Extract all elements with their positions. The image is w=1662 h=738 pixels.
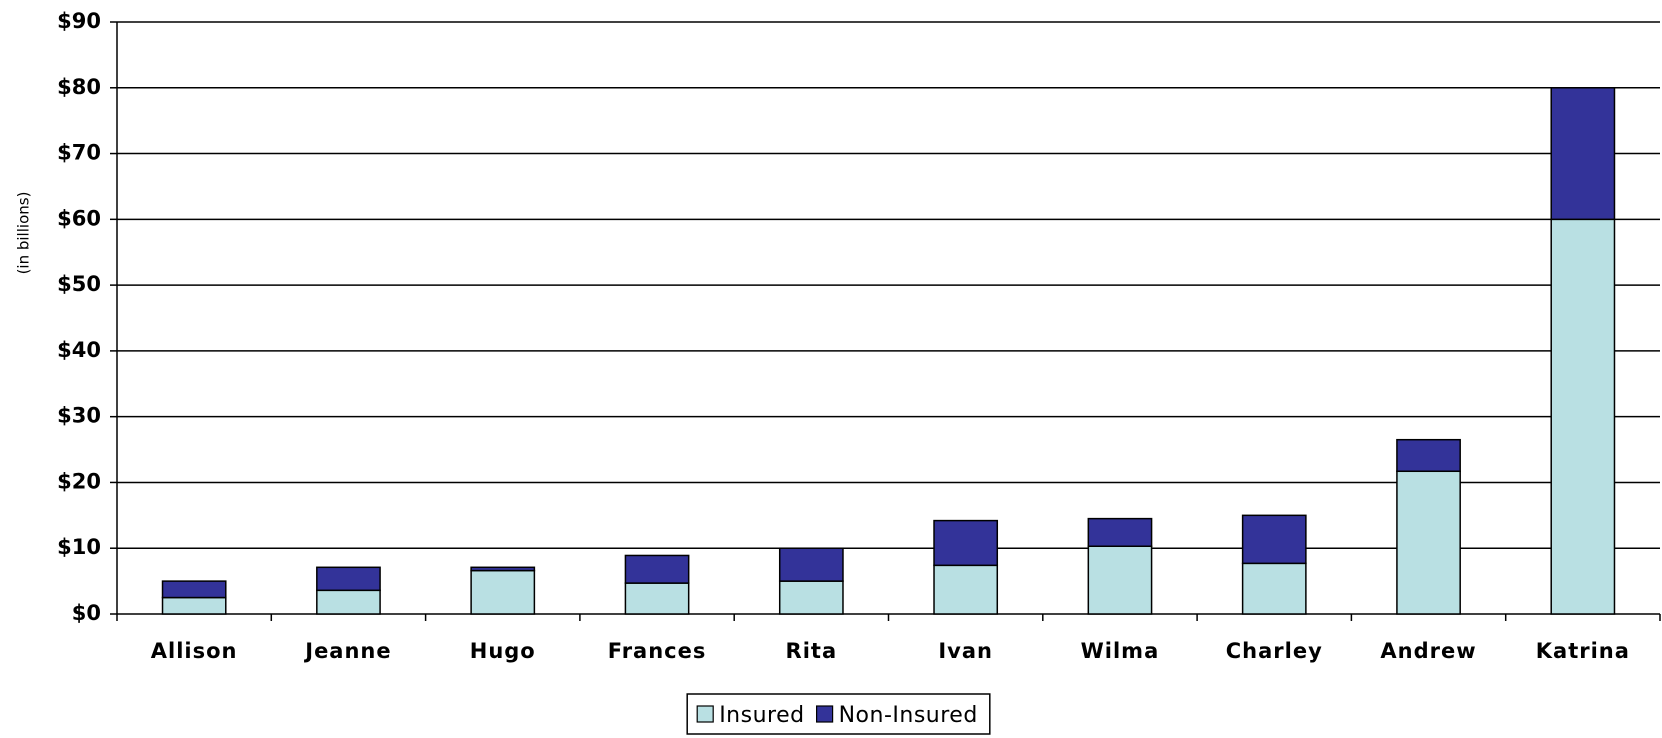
x-tick-label: Rita (786, 639, 838, 663)
bar-segment (161, 596, 227, 615)
x-tick-label: Andrew (1380, 639, 1476, 663)
bar-segment (624, 554, 690, 584)
y-tick-label: $0 (72, 601, 101, 625)
bar-segment (1396, 438, 1461, 473)
bar-segment (624, 582, 690, 615)
bar-segment (1241, 562, 1307, 615)
bar-segment (470, 569, 536, 615)
x-tick-label: Hugo (470, 639, 536, 663)
y-tick-label: $80 (57, 75, 101, 99)
bar-segment (933, 519, 999, 567)
x-tick-label: Jeanne (303, 639, 391, 663)
y-tick-label: $60 (57, 206, 101, 230)
bar-segment (161, 580, 227, 599)
bar-segment (778, 547, 844, 582)
x-tick-label: Allison (151, 639, 238, 663)
legend-label: Non-Insured (839, 703, 978, 728)
bar-segment (470, 566, 536, 572)
bar-segment (1087, 517, 1153, 547)
y-tick-label: $40 (57, 338, 101, 362)
x-tick-label: Katrina (1536, 639, 1630, 663)
legend-swatch (816, 705, 834, 723)
y-tick-label: $30 (57, 404, 101, 428)
y-tick-label: $10 (57, 535, 101, 559)
x-tick-label: Frances (608, 639, 707, 663)
bar-segment (316, 589, 381, 615)
bar-segment (1396, 470, 1461, 615)
x-tick-label: Wilma (1081, 639, 1160, 663)
legend-swatch (696, 705, 714, 723)
bar-segment (1087, 545, 1153, 615)
y-axis-label: (in billions) (15, 192, 33, 275)
bar-segment (1550, 87, 1616, 221)
y-tick-label: $50 (57, 272, 101, 296)
bar-segment (778, 580, 844, 615)
y-tick-label: $90 (57, 9, 101, 33)
bar-segment (1550, 218, 1616, 615)
bar-segment (316, 566, 381, 592)
legend-label: Insured (719, 703, 804, 728)
legend (686, 693, 991, 735)
bar-segment (933, 564, 999, 615)
y-tick-label: $20 (57, 469, 101, 493)
bar-segment (1241, 514, 1307, 565)
x-tick-label: Charley (1226, 639, 1323, 663)
x-tick-label: Ivan (938, 639, 993, 663)
y-tick-label: $70 (57, 141, 101, 165)
